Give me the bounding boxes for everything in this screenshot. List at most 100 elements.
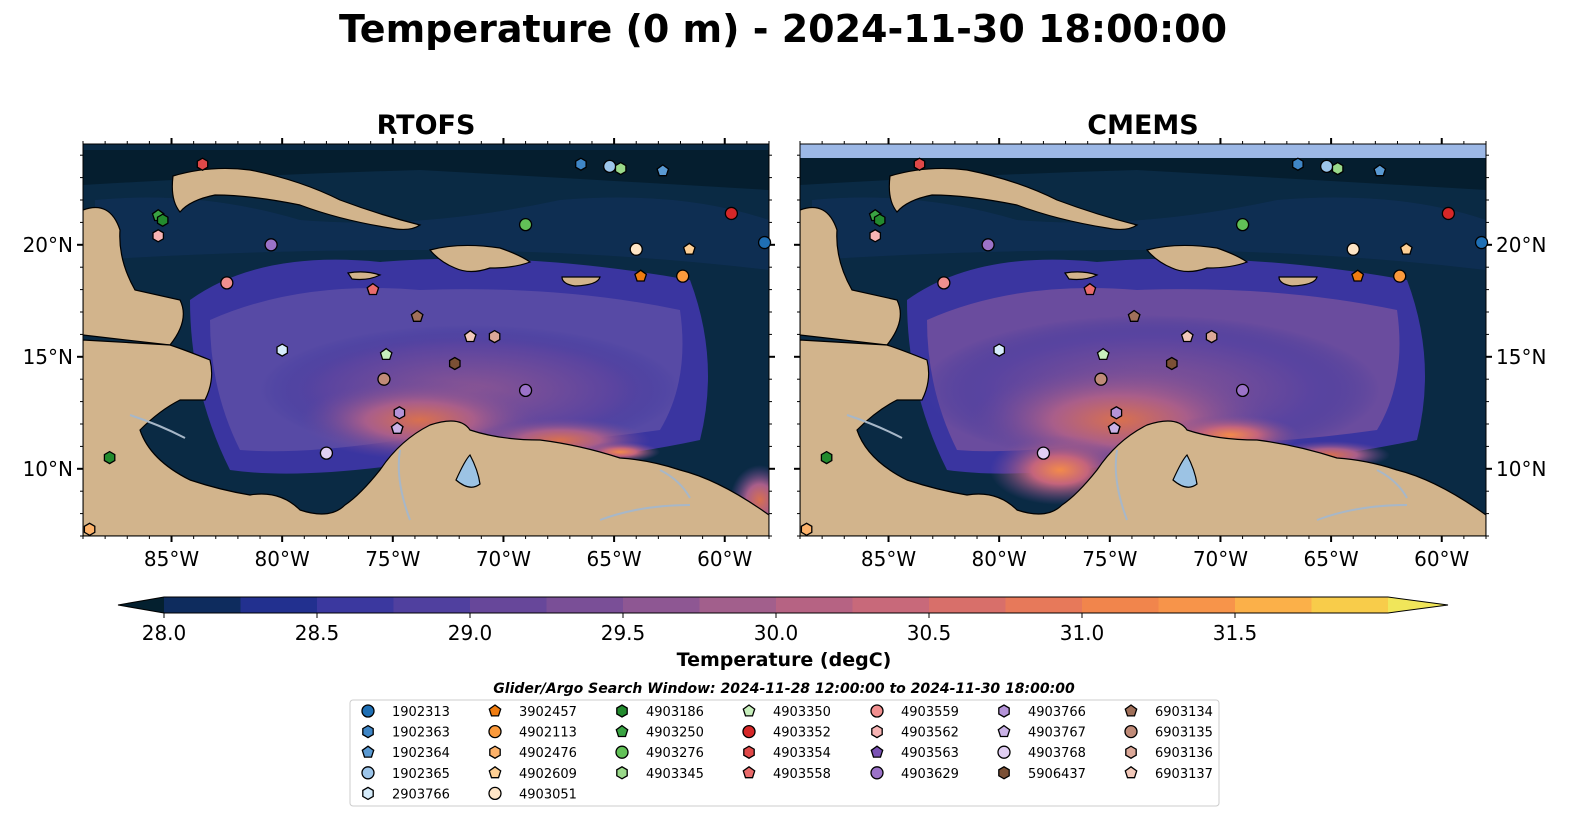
legend-label: 4903767 xyxy=(1028,726,1086,741)
float-marker xyxy=(1180,329,1194,343)
legend-marker xyxy=(1124,765,1138,779)
legend-marker xyxy=(871,724,883,739)
float-marker xyxy=(410,309,424,322)
colorbar-tick-label: 30.5 xyxy=(907,621,952,645)
colorbar-segment xyxy=(699,597,777,613)
legend-marker xyxy=(616,766,628,780)
legend-marker xyxy=(998,704,1010,718)
colorbar-segment xyxy=(470,597,547,613)
float-marker xyxy=(1235,217,1250,232)
lon-tick-label: 85°W xyxy=(144,547,199,571)
colorbar-tick-label: 28.5 xyxy=(295,621,340,645)
axis-ticks-cmems: 85°W 80°W 75°W 70°W 65°W 60°W 10°N 15°N 20°N xyxy=(794,138,1546,571)
lon-tick-label: 80°W xyxy=(972,547,1027,571)
legend-marker xyxy=(488,724,502,739)
colorbar-tick-label: 31.0 xyxy=(1060,621,1105,645)
legend-marker xyxy=(998,766,1010,780)
figure-title: Temperature (0 m) - 2024-11-30 18:00:00 xyxy=(339,7,1227,51)
float-marker xyxy=(488,329,501,344)
float-marker xyxy=(913,157,926,171)
lat-tick-label: 15°N xyxy=(1496,345,1546,369)
float-marker xyxy=(276,343,289,357)
float-marker xyxy=(656,164,670,177)
lon-tick-label: 75°W xyxy=(1082,547,1137,571)
axis-ticks-rtofs: 85°W 80°W 75°W 70°W 65°W 60°W 10°N 15°N 20°N xyxy=(23,138,775,571)
lon-tick-label: 65°W xyxy=(1303,547,1358,571)
map-panel-cmems: CMEMS xyxy=(794,110,1546,571)
rivers xyxy=(846,414,1408,521)
colorbar-tick-label: 28.0 xyxy=(142,621,187,645)
lat-tick-label: 10°N xyxy=(1496,457,1546,481)
legend-label: 4903250 xyxy=(646,726,704,741)
legend-marker xyxy=(489,745,501,759)
float-marker xyxy=(869,229,882,243)
float-marker xyxy=(575,157,587,171)
float-marker xyxy=(1292,157,1304,171)
float-marker xyxy=(873,213,886,227)
legend-marker xyxy=(488,765,502,779)
legend-label: 4902609 xyxy=(519,767,577,782)
legend-entries: 1902313 1902363 1902364 1902365 2903766 39024… xyxy=(361,704,1213,802)
float-marker xyxy=(1235,383,1250,398)
legend-label: 1902364 xyxy=(392,746,450,761)
float-marker xyxy=(1474,235,1489,250)
legend-marker xyxy=(870,704,884,718)
float-markers-cmems xyxy=(800,157,1489,537)
lon-tick-label: 70°W xyxy=(476,547,531,571)
float-marker xyxy=(1205,329,1218,344)
legend-label: 4903563 xyxy=(901,746,959,761)
float-marker xyxy=(1373,164,1387,177)
legend-label: 4903562 xyxy=(901,726,959,741)
legend-label: 4902113 xyxy=(519,726,577,741)
colorbar-tick-label: 31.5 xyxy=(1213,621,1258,645)
float-marker xyxy=(83,522,96,537)
float-marker xyxy=(196,157,209,171)
panel-title-cmems: CMEMS xyxy=(1087,110,1198,141)
float-marker xyxy=(1096,347,1110,361)
legend-marker xyxy=(742,724,756,739)
float-marker xyxy=(1393,269,1407,283)
colorbar-extend-low xyxy=(118,597,164,613)
float-marker xyxy=(937,276,951,290)
legend-marker xyxy=(870,766,884,780)
legend-marker xyxy=(997,724,1011,738)
legend-label: 4903345 xyxy=(646,767,704,782)
legend-marker xyxy=(742,765,756,779)
map-panel-rtofs: RTOFS xyxy=(23,110,775,571)
float-marker xyxy=(393,406,406,420)
colorbar-segment xyxy=(1082,597,1159,613)
float-marker xyxy=(1351,269,1365,282)
legend-label: 4903350 xyxy=(773,705,831,720)
lon-tick-label: 60°W xyxy=(1414,547,1469,571)
colorbar-label: Temperature (degC) xyxy=(677,649,892,671)
legend-marker xyxy=(997,745,1011,759)
float-marker xyxy=(1346,242,1360,256)
legend-label: 4903766 xyxy=(1028,705,1086,720)
float-marker xyxy=(463,329,477,343)
float-marker xyxy=(1320,159,1334,174)
legend-marker xyxy=(488,704,502,717)
float-marker xyxy=(1331,161,1344,176)
float-marker xyxy=(1094,372,1108,386)
colorbar-segment xyxy=(546,597,624,613)
colorbar-segment xyxy=(1311,597,1389,613)
legend-label: 4903352 xyxy=(773,726,831,741)
legend-marker xyxy=(362,724,374,739)
colorbar-extend-high xyxy=(1388,597,1448,613)
float-marker xyxy=(377,372,391,386)
legend-label: 4902476 xyxy=(519,746,577,761)
legend-marker xyxy=(616,704,628,718)
legend-title: Glider/Argo Search Window: 2024-11-28 12… xyxy=(493,681,1075,697)
legend-label: 6903136 xyxy=(1155,746,1213,761)
legend-label: 4903629 xyxy=(901,767,959,782)
float-marker xyxy=(1165,356,1178,371)
legend-label: 6903135 xyxy=(1155,726,1213,741)
float-marker xyxy=(1110,406,1123,420)
lat-tick-label: 20°N xyxy=(23,233,73,257)
colorbar-segment xyxy=(240,597,318,613)
float-markers-rtofs xyxy=(83,157,772,537)
legend-label: 4903276 xyxy=(646,746,704,761)
float-marker xyxy=(366,282,380,296)
float-marker xyxy=(152,229,165,243)
